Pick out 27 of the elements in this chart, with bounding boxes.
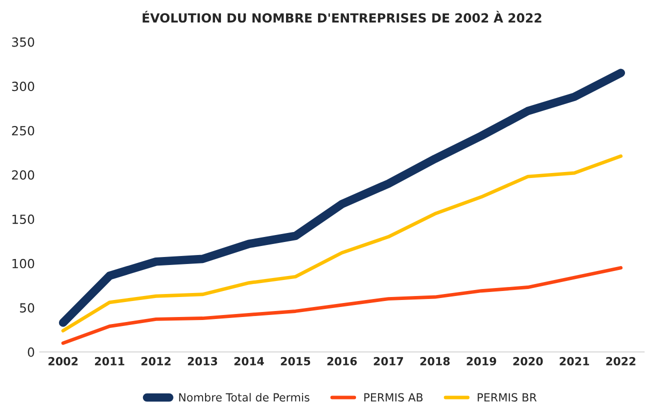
legend-label: PERMIS AB: [364, 393, 423, 402]
y-tick-label: 300: [12, 82, 34, 92]
x-tick-label: 2020: [513, 357, 543, 366]
legend-label: Nombre Total de Permis: [179, 392, 310, 402]
chart-title: ÉVOLUTION DU NOMBRE D'ENTREPRISES DE 2002 À 2022: [142, 10, 542, 23]
y-tick-label: 250: [12, 126, 34, 136]
y-tick-label: 0: [28, 347, 34, 357]
y-tick-label: 150: [12, 214, 34, 224]
x-tick-label: 2017: [374, 357, 404, 366]
x-tick-label: 2002: [48, 357, 78, 366]
line-series: [61, 266, 623, 345]
y-tick-label: 200: [12, 170, 34, 180]
y-tick-label: 50: [20, 303, 34, 313]
y-tick-label: 100: [12, 258, 34, 268]
y-tick-label: 350: [12, 37, 34, 47]
legend-label: PERMIS BR: [478, 393, 537, 402]
x-tick-label: 2019: [466, 357, 496, 366]
x-tick-label: 2016: [327, 357, 357, 366]
x-tick-label: 2018: [420, 357, 450, 366]
x-tick-label: 2011: [94, 357, 124, 366]
x-tick-label: 2013: [188, 357, 218, 366]
x-tick-label: 2021: [560, 357, 590, 366]
x-tick-label: 2014: [234, 357, 264, 366]
x-tick-label: 2022: [606, 357, 636, 366]
line-series: [61, 154, 623, 332]
x-tick-label: 2015: [280, 357, 310, 366]
x-tick-label: 2012: [141, 357, 171, 366]
